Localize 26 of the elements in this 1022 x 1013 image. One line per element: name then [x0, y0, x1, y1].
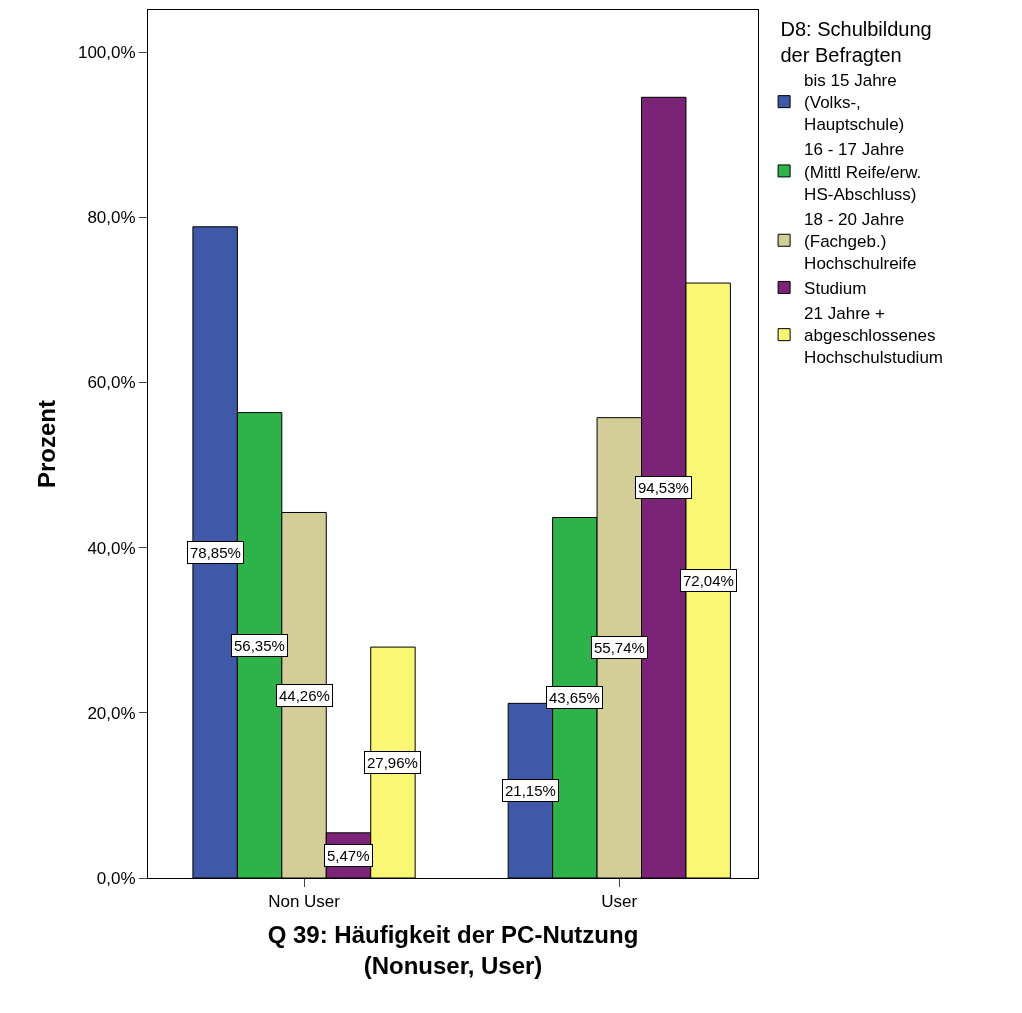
y-tick-label: 40,0% [87, 538, 136, 558]
data-label: 94,53% [638, 479, 689, 496]
legend-label: 21 Jahre + abgeschlossenes Hochschulstudium [804, 304, 944, 368]
y-tick-label: 80,0% [87, 208, 136, 228]
y-tick-label: 60,0% [87, 373, 136, 393]
data-label: 72,04% [683, 572, 734, 589]
legend-label: bis 15 Jahre (Volks-, Hauptschule) [804, 71, 905, 135]
legend-label: 16 - 17 Jahre (Mittl Reife/erw. HS-Abschluss) [804, 140, 922, 204]
data-label: 44,26% [279, 687, 330, 704]
y-axis-title: Prozent [33, 399, 61, 489]
data-label: 21,15% [505, 782, 556, 799]
legend-label: 18 - 20 Jahre (Fachgeb.) Hochschulreife [804, 209, 917, 273]
x-tick-label: User [601, 892, 638, 912]
y-tick-label: 0,0% [96, 868, 136, 888]
data-label: 78,85% [190, 544, 241, 561]
data-label: 55,74% [594, 639, 645, 656]
data-label: 56,35% [234, 637, 285, 654]
legend-title: D8: Schulbildung der Befragten [780, 18, 932, 66]
legend-label: Studium [804, 279, 867, 299]
x-axis-title: Q 39: Häufigkeit der PC-Nutzung (Nonuser, User) [267, 920, 639, 979]
x-tick-label: Non User [268, 892, 341, 912]
data-label: 5,47% [327, 847, 370, 864]
y-tick-label: 100,0% [77, 43, 136, 63]
y-tick-label: 20,0% [87, 703, 136, 723]
data-label: 43,65% [549, 689, 600, 706]
data-label: 27,96% [367, 754, 418, 771]
